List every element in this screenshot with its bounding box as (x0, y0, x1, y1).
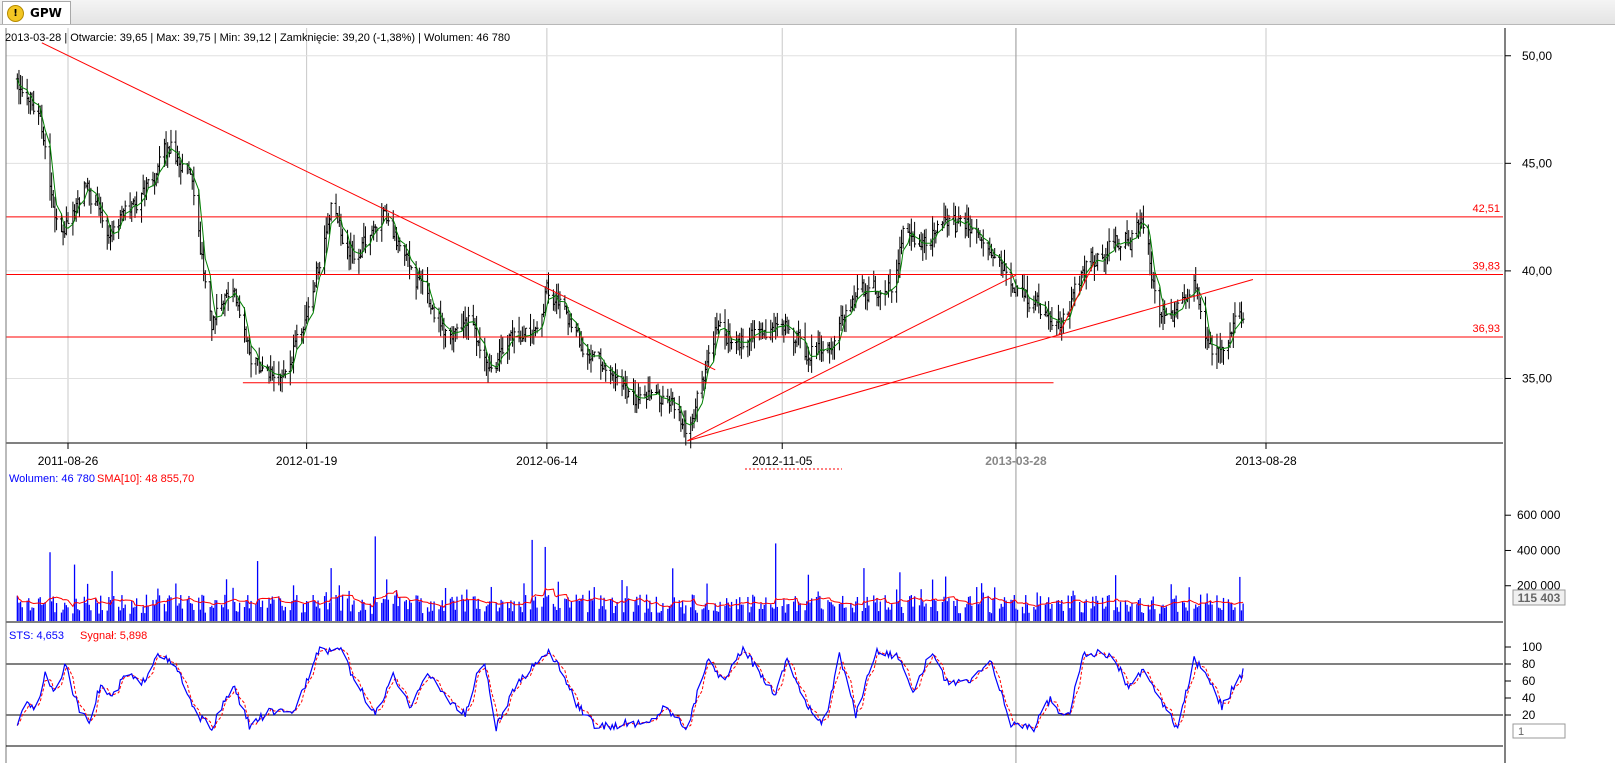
y-tick-label: 45,00 (1522, 156, 1552, 170)
level-label: 42,51 (1472, 203, 1500, 215)
labels: 2013-03-28 | Otwarcie: 39,65 | Max: 39,7… (5, 32, 510, 642)
price-sma-line (16, 78, 1244, 426)
y-tick-label: 40,00 (1522, 264, 1552, 278)
tab-label: GPW (30, 6, 62, 20)
volume-panel (16, 536, 1244, 621)
tab-gpw[interactable]: ! GPW (2, 1, 71, 24)
sts-last-box (1512, 723, 1566, 739)
trend-line (41, 42, 716, 371)
volume-last-box (1512, 589, 1566, 606)
volume-sma-label: SMA[10]: 48 855,70 (97, 473, 194, 485)
sts-label: STS: 4,653 (9, 630, 64, 642)
volume-y-tick-label: 200 000 (1517, 579, 1561, 593)
price-info-text: 2013-03-28 | Otwarcie: 39,65 | Max: 39,7… (5, 32, 510, 44)
volume-last-label: 115 403 (1518, 591, 1561, 605)
trend-line (687, 279, 1254, 442)
x-tick-label: 2012-01-19 (276, 454, 338, 468)
sts-line (16, 645, 1244, 733)
sts-y-tick-label: 40 (1522, 691, 1536, 705)
sts-y-tick-label: 100 (1522, 640, 1542, 654)
sts-signal-label: Sygnał: 5,898 (80, 630, 147, 642)
volume-y-tick-label: 400 000 (1517, 543, 1561, 557)
trend-line (1057, 262, 1095, 336)
level-label: 39,83 (1472, 261, 1500, 273)
tab-bar: ! GPW (0, 0, 1615, 25)
grid (6, 28, 1503, 763)
trend-line (687, 274, 1017, 442)
x-tick-label: 2012-11-05 (752, 454, 813, 468)
x-tick-label: 2011-08-26 (38, 454, 99, 468)
x-tick-label: 2012-06-14 (516, 454, 578, 468)
y-tick-label: 50,00 (1522, 49, 1552, 63)
x-tick-label: 2013-08-28 (1235, 454, 1297, 468)
warning-icon: ! (7, 4, 24, 22)
sts-last-label: 1 (1518, 726, 1524, 738)
sts-y-tick-label: 80 (1522, 657, 1536, 671)
y-tick-label: 35,00 (1522, 371, 1552, 385)
volume-sma-line (16, 587, 1244, 608)
x-tick-label: 2013-03-28 (985, 454, 1047, 468)
level-label: 36,93 (1472, 323, 1500, 335)
axes: 2011-08-26 2012-01-19 2012-06-14 2012-11-05… (5, 28, 1566, 763)
volume-label: Wolumen: 46 780 (9, 473, 95, 485)
sts-y-tick-label: 20 (1522, 708, 1536, 722)
sts-panel (6, 645, 1503, 733)
sts-y-tick-label: 60 (1522, 674, 1536, 688)
volume-y-tick-label: 600 000 (1517, 508, 1561, 522)
price-panel: 42,51 39,83 36,93 (6, 42, 1503, 449)
